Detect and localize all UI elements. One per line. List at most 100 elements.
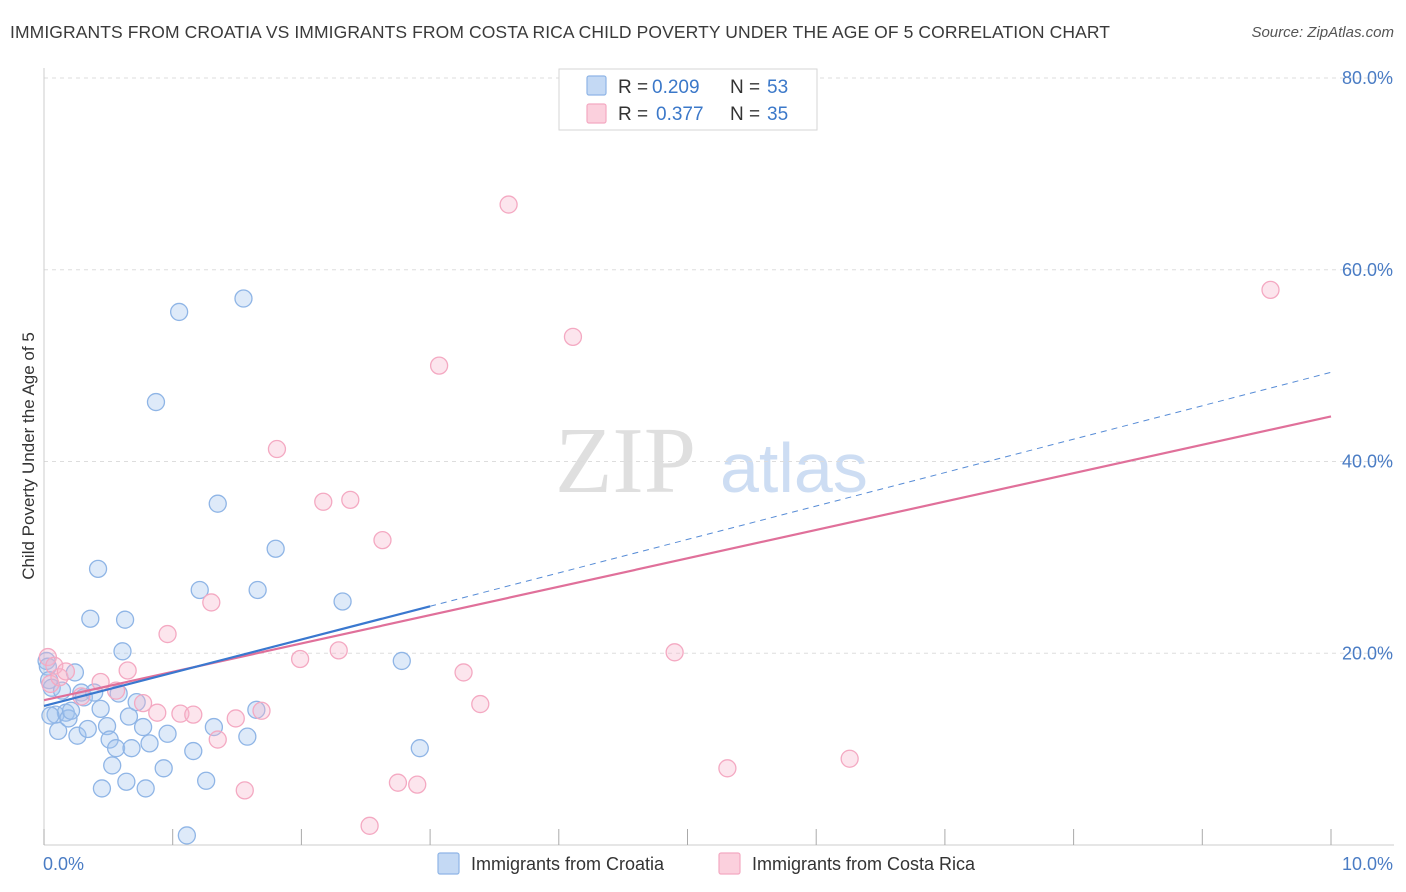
data-point-costarica bbox=[118, 661, 137, 680]
trend-line-croatia bbox=[43, 605, 431, 708]
data-point-costarica bbox=[499, 195, 518, 214]
data-point-croatia bbox=[133, 717, 153, 737]
data-point-croatia bbox=[88, 559, 108, 579]
data-point-costarica bbox=[226, 709, 245, 728]
data-point-costarica bbox=[314, 492, 333, 511]
data-point-croatia bbox=[92, 779, 112, 798]
data-point-costarica bbox=[718, 759, 737, 778]
data-point-costarica bbox=[360, 816, 379, 835]
data-point-costarica bbox=[56, 662, 76, 681]
data-point-croatia bbox=[410, 739, 429, 758]
legend-r-value-costarica: 0.377 bbox=[656, 104, 704, 125]
gridlines bbox=[44, 77, 1394, 654]
data-point-croatia bbox=[248, 580, 267, 600]
legend-r-value-croatia: 0.209 bbox=[652, 77, 700, 98]
data-point-croatia bbox=[91, 699, 110, 719]
data-point-croatia bbox=[119, 707, 139, 726]
data-point-costarica bbox=[408, 775, 427, 794]
data-point-croatia bbox=[127, 692, 146, 712]
data-point-croatia bbox=[49, 721, 68, 741]
tick-labels: 20.0% 40.0% 60.0% 80.0% 0.0% 10.0% bbox=[43, 68, 1393, 874]
data-point-croatia bbox=[184, 741, 203, 761]
data-point-costarica bbox=[202, 593, 221, 612]
data-point-croatia bbox=[136, 779, 155, 798]
data-point-croatia bbox=[208, 494, 227, 513]
data-point-costarica bbox=[267, 439, 287, 459]
series-costarica-points bbox=[38, 195, 1280, 835]
data-point-croatia bbox=[81, 609, 100, 628]
legend-n-label-costarica: N = bbox=[730, 104, 760, 125]
y-axis-title: Child Poverty Under the Age of 5 bbox=[19, 332, 38, 580]
data-point-costarica bbox=[388, 773, 408, 792]
series-croatia-points bbox=[37, 289, 429, 845]
data-point-costarica bbox=[133, 693, 153, 713]
legend-swatch-croatia bbox=[586, 75, 607, 96]
data-point-costarica bbox=[454, 663, 473, 682]
y-tick-label: 40.0% bbox=[1342, 452, 1393, 472]
y-tick-label: 60.0% bbox=[1342, 260, 1393, 280]
data-point-croatia bbox=[158, 724, 177, 743]
legend-n-value-costarica: 35 bbox=[767, 104, 788, 125]
chart-source: Source: ZipAtlas.com bbox=[1251, 24, 1394, 41]
data-point-croatia bbox=[333, 592, 352, 611]
data-point-croatia bbox=[78, 719, 97, 739]
trend-lines bbox=[43, 371, 1332, 708]
data-point-croatia bbox=[115, 610, 135, 629]
trend-line-croatia-extrapolated bbox=[429, 371, 1332, 607]
data-point-costarica bbox=[45, 656, 64, 675]
legend-r-label-croatia: R = bbox=[618, 77, 648, 98]
data-point-costarica bbox=[429, 356, 449, 375]
chart-title: IMMIGRANTS FROM CROATIA VS IMMIGRANTS FR… bbox=[10, 22, 1111, 42]
data-point-croatia bbox=[197, 771, 216, 790]
data-point-croatia bbox=[238, 727, 257, 746]
y-tick-label: 20.0% bbox=[1342, 643, 1393, 663]
data-point-costarica bbox=[665, 643, 684, 662]
data-point-croatia bbox=[117, 772, 136, 791]
data-point-costarica bbox=[373, 530, 392, 550]
data-point-costarica bbox=[290, 649, 310, 669]
series-legend: Immigrants from Croatia Immigrants from … bbox=[437, 852, 976, 875]
data-point-croatia bbox=[140, 734, 159, 753]
data-point-croatia bbox=[154, 759, 173, 778]
data-point-costarica bbox=[41, 674, 60, 694]
data-point-costarica bbox=[184, 705, 203, 724]
data-point-costarica bbox=[252, 701, 271, 720]
legend-n-label-croatia: N = bbox=[730, 77, 760, 98]
data-point-costarica bbox=[235, 781, 254, 800]
watermark-atlas: atlas bbox=[720, 429, 868, 507]
data-point-croatia bbox=[41, 706, 60, 725]
watermark-zip: ZIP bbox=[555, 409, 696, 513]
data-point-costarica bbox=[148, 703, 167, 722]
data-point-croatia bbox=[190, 580, 209, 600]
data-point-croatia bbox=[103, 756, 122, 775]
data-point-croatia bbox=[266, 539, 285, 558]
bottom-legend-label-costarica: Immigrants from Costa Rica bbox=[752, 854, 976, 874]
bottom-legend-label-croatia: Immigrants from Croatia bbox=[471, 854, 665, 874]
data-point-croatia bbox=[169, 302, 189, 322]
x-tick-label-max: 10.0% bbox=[1342, 854, 1393, 874]
data-point-costarica bbox=[158, 624, 177, 644]
data-point-croatia bbox=[234, 289, 253, 308]
data-point-croatia bbox=[113, 642, 132, 661]
x-tick-label-min: 0.0% bbox=[43, 854, 84, 874]
data-point-croatia bbox=[106, 739, 126, 758]
legend-n-value-croatia: 53 bbox=[767, 77, 788, 98]
bottom-legend-swatch-croatia bbox=[437, 852, 460, 875]
stats-legend: R = 0.209 N = 53 R = 0.377 N = 35 bbox=[558, 68, 818, 131]
data-point-costarica bbox=[208, 730, 227, 749]
trend-line-costarica bbox=[43, 415, 1332, 702]
data-point-croatia bbox=[109, 684, 128, 703]
data-point-costarica bbox=[1261, 280, 1280, 300]
data-point-croatia bbox=[177, 826, 197, 845]
data-point-croatia bbox=[61, 701, 81, 720]
data-point-croatia bbox=[97, 716, 117, 736]
legend-r-label-costarica: R = bbox=[618, 104, 648, 125]
bottom-legend-swatch-costarica bbox=[718, 852, 741, 875]
data-point-croatia bbox=[392, 651, 411, 671]
legend-swatch-costarica bbox=[586, 103, 607, 124]
data-point-costarica bbox=[563, 327, 583, 347]
data-point-croatia bbox=[122, 739, 141, 758]
data-point-costarica bbox=[329, 641, 348, 660]
data-point-costarica bbox=[341, 490, 360, 510]
